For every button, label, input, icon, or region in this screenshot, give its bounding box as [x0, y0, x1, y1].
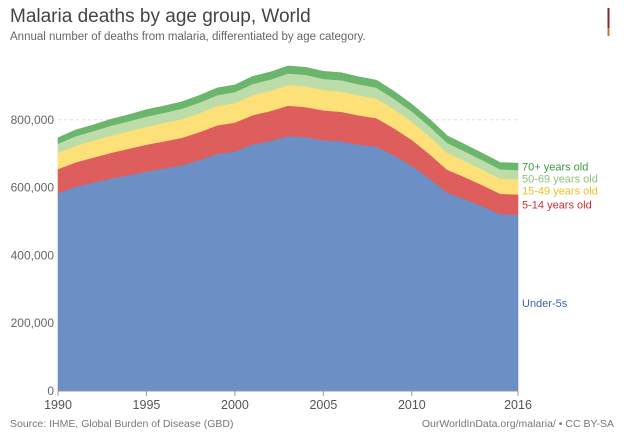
source-note[interactable]: Source: IHME, Global Burden of Disease (… [10, 418, 234, 430]
series-label: 50-69 years old [522, 174, 598, 186]
y-tick-label: 400,000 [11, 248, 55, 262]
series-label: 5-14 years old [522, 200, 592, 212]
x-tick-label: 2000 [221, 398, 249, 412]
x-tick-label: 1990 [44, 398, 72, 412]
y-tick-label: 600,000 [11, 181, 55, 195]
x-tick-label: 1995 [133, 398, 161, 412]
y-axis: 0 200,000 400,000 600,000 800,000 [11, 113, 55, 398]
x-tick-label: 2016 [504, 398, 532, 412]
y-tick-label: 800,000 [11, 113, 55, 127]
x-axis: 1990 1995 2000 2005 2010 2016 [44, 390, 532, 412]
chart-title: Malaria deaths by age group, World [10, 6, 311, 27]
credit-link[interactable]: OurWorldInData.org/malaria/ • CC BY-SA [421, 418, 614, 430]
x-tick-label: 2005 [309, 398, 337, 412]
y-tick-label: 200,000 [11, 316, 55, 330]
chart-subtitle: Annual number of deaths from malaria, di… [10, 31, 366, 43]
series-label: 15-49 years old [522, 186, 598, 198]
y-tick-label: 0 [47, 384, 54, 398]
series-area-4[interactable] [57, 65, 519, 171]
series-areas [57, 65, 519, 392]
x-tick-label: 2010 [398, 398, 426, 412]
series-label: 70+ years old [522, 162, 588, 174]
owid-logo-icon[interactable] [606, 8, 611, 36]
series-label: Under-5s [522, 298, 568, 310]
